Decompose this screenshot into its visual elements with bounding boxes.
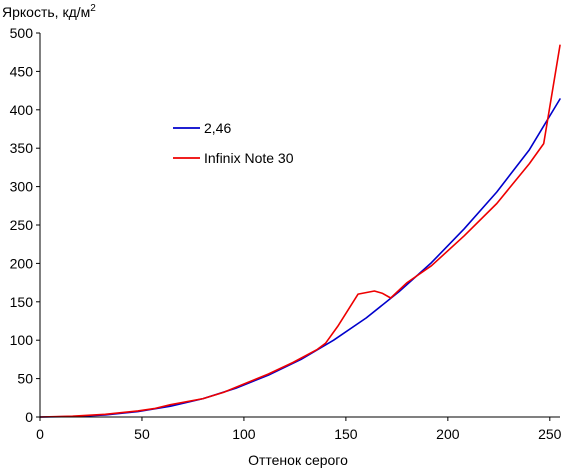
y-tick-label: 100 <box>10 332 34 348</box>
x-tick-label: 0 <box>36 426 44 442</box>
x-tick-label: 100 <box>232 426 256 442</box>
y-tick-label: 250 <box>10 217 34 233</box>
x-axis-title: Оттенок серого <box>248 452 348 468</box>
y-tick-label: 400 <box>10 102 34 118</box>
y-tick-label: 350 <box>10 140 34 156</box>
series-line-2 <box>39 44 561 418</box>
x-tick-label: 50 <box>134 426 150 442</box>
y-tick-label: 200 <box>10 255 34 271</box>
x-tick-label: 250 <box>538 426 562 442</box>
legend: 2,46 Infinix Note 30 <box>173 120 294 166</box>
y-tick-label: 50 <box>17 371 33 387</box>
y-tick-label: 300 <box>10 179 34 195</box>
legend-label-2: Infinix Note 30 <box>204 150 294 166</box>
y-tick-label: 150 <box>10 294 34 310</box>
y-tick-label: 450 <box>10 63 34 79</box>
y-tick-label: 500 <box>10 25 34 41</box>
legend-label-1: 2,46 <box>204 120 231 136</box>
y-axis-title: Яркость, кд/м2 <box>2 3 96 20</box>
y-axis-title-main: Яркость, кд/м <box>2 4 90 20</box>
y-axis-title-sup: 2 <box>90 3 96 14</box>
series-layer <box>39 44 561 418</box>
series-line-1 <box>39 98 561 418</box>
x-tick-label: 200 <box>436 426 460 442</box>
y-tick-label: 0 <box>25 409 33 425</box>
axes: 0 50 100 150 200 250 300 350 400 450 500 0 50 100 150 2… <box>10 25 562 442</box>
x-tick-label: 150 <box>334 426 358 442</box>
